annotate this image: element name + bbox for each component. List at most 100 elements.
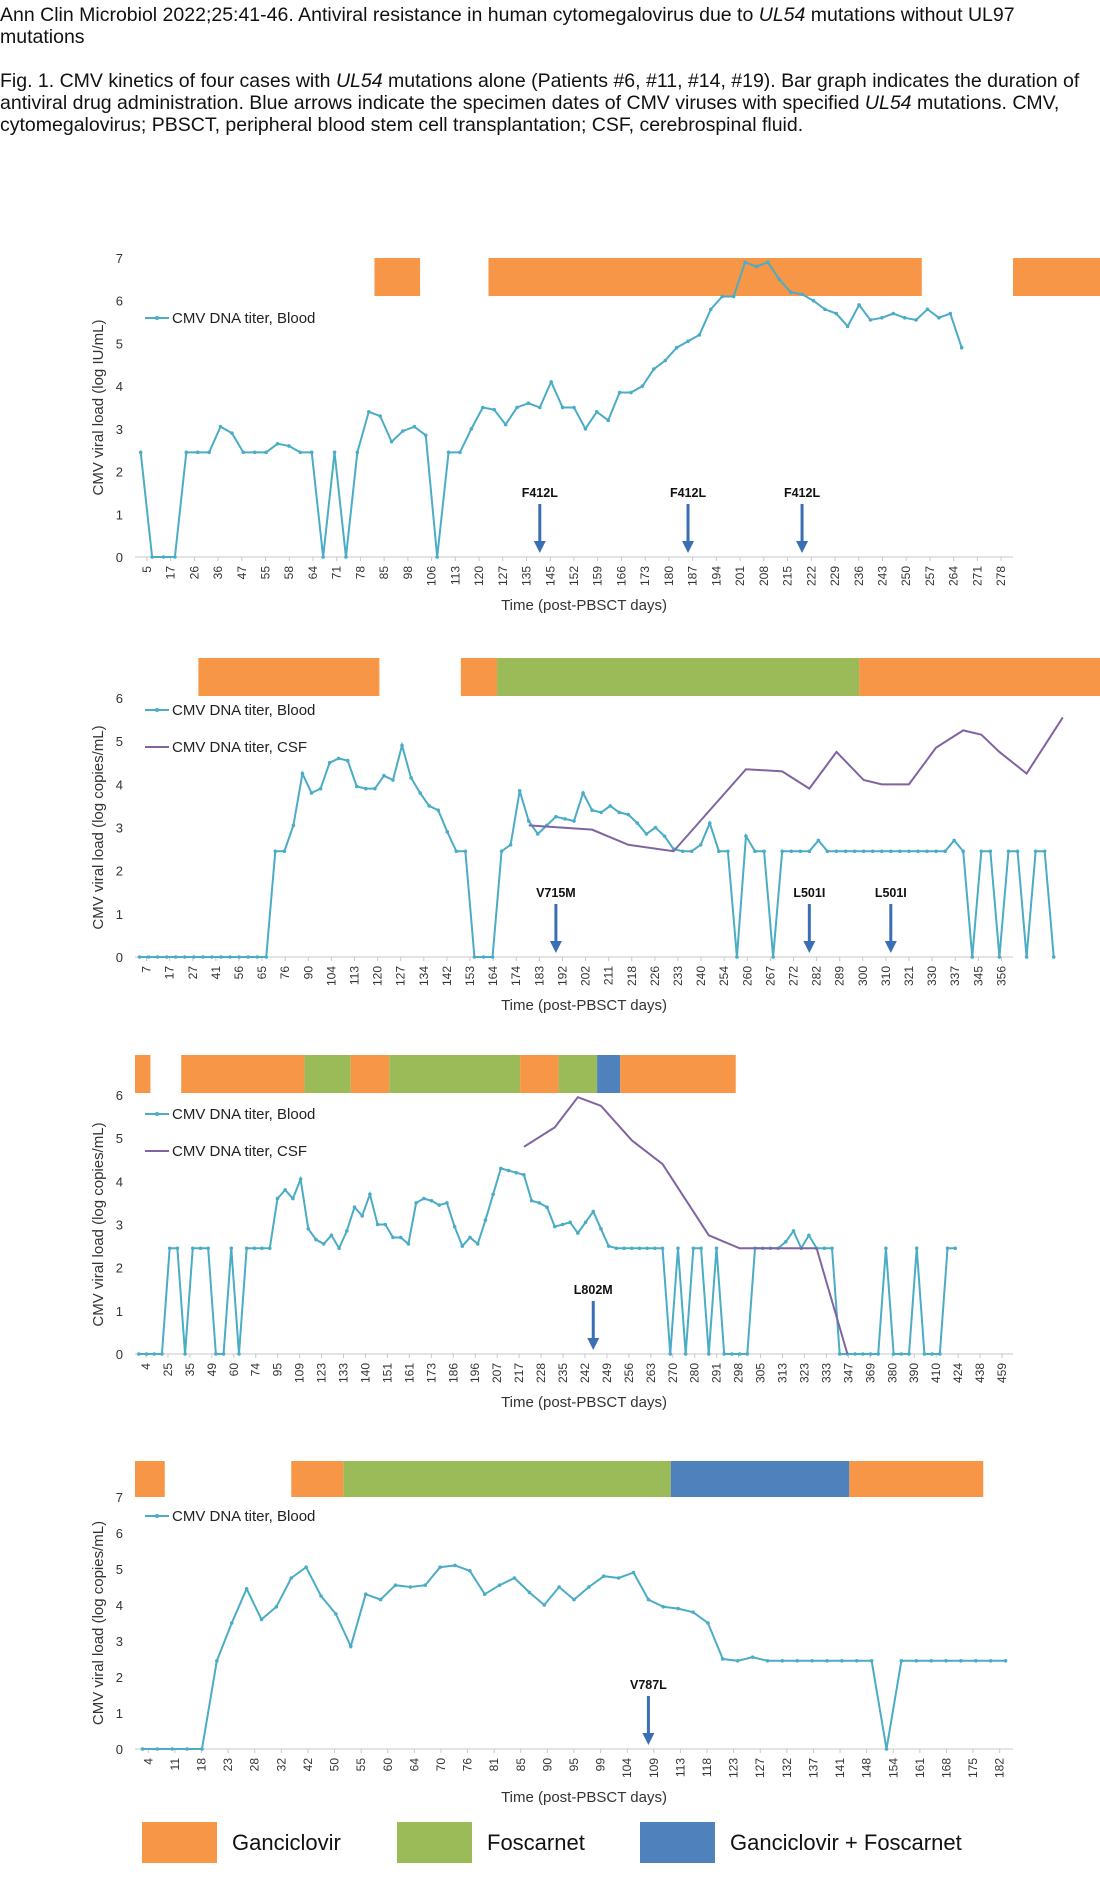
data-point [744, 834, 748, 838]
data-point [423, 1583, 427, 1587]
data-point [354, 784, 359, 789]
x-tick-label: 228 [534, 1363, 548, 1383]
data-point [298, 1177, 303, 1181]
data-point [480, 405, 485, 410]
x-tick-label: 159 [591, 566, 605, 586]
data-point [595, 409, 599, 414]
data-point [899, 1352, 904, 1356]
data-point [192, 955, 196, 959]
data-point [795, 1659, 800, 1663]
data-point [771, 955, 775, 959]
data-point [737, 1352, 742, 1356]
x-tick-label: 118 [700, 1758, 714, 1777]
data-point [517, 789, 522, 793]
data-point [454, 849, 459, 854]
data-point [709, 307, 713, 312]
legend-box-foscarnet [397, 1822, 472, 1863]
data-point [170, 1747, 175, 1751]
x-tick-label: 99 [594, 1758, 608, 1772]
y-axis-title: CMV viral load (log copies/mL) [90, 1521, 107, 1725]
data-point [663, 358, 668, 363]
x-tick-label: 113 [348, 966, 362, 985]
x-tick-label: 127 [496, 566, 510, 586]
data-point [144, 1352, 149, 1356]
mutation-arrow-head [587, 1338, 600, 1350]
data-point [916, 849, 920, 854]
data-point [961, 849, 966, 854]
x-tick-label: 17 [163, 966, 177, 980]
data-point [934, 849, 938, 854]
x-tick-label: 153 [463, 966, 477, 986]
x-tick-label: 148 [860, 1758, 874, 1778]
x-axis-title: Time (post-PBSCT days) [501, 997, 667, 1014]
data-point [244, 1587, 249, 1591]
data-point [735, 955, 739, 959]
data-point [973, 1659, 978, 1663]
x-tick-label: 459 [995, 1363, 1009, 1383]
x-tick-label: 235 [556, 1363, 570, 1383]
data-point [337, 1246, 341, 1251]
data-point [944, 1659, 948, 1663]
data-point [800, 292, 804, 297]
data-point [398, 1235, 403, 1240]
data-point [1024, 955, 1029, 959]
x-tick-label: 260 [740, 966, 754, 986]
data-point [167, 1246, 172, 1251]
series-line-blood [139, 260, 963, 558]
y-tick-label: 6 [116, 294, 123, 309]
x-tick-label: 291 [710, 1363, 724, 1383]
data-point [206, 1246, 210, 1251]
legend-box-combo [640, 1822, 715, 1863]
mutation-label: V715M [536, 886, 576, 900]
data-point [816, 838, 821, 843]
citation-segment: UL54 [758, 4, 806, 26]
data-point [606, 1244, 611, 1248]
data-point [914, 1659, 919, 1663]
data-point [492, 407, 496, 412]
data-point [535, 832, 540, 836]
x-tick-label: 98 [401, 566, 415, 580]
caption-segment: Fig. 1. CMV kinetics of four cases with [0, 70, 336, 92]
x-tick-label: 141 [833, 1758, 847, 1778]
data-point [922, 1352, 927, 1356]
data-point [348, 1644, 353, 1649]
x-tick-label: 120 [371, 966, 385, 986]
data-point [228, 955, 232, 959]
data-point [884, 1246, 888, 1251]
x-tick-label: 70 [434, 1758, 448, 1772]
x-tick-label: 71 [330, 566, 344, 580]
x-tick-label: 410 [929, 1363, 943, 1383]
data-point [1003, 1659, 1008, 1663]
data-point [137, 1352, 141, 1356]
y-axis-title: CMV viral load (log copies/mL) [90, 1122, 107, 1326]
data-point [304, 1565, 308, 1569]
x-axis-title: Time (post-PBSCT days) [501, 597, 667, 614]
data-point [314, 1237, 318, 1242]
x-tick-label: 218 [625, 966, 639, 986]
data-point [412, 424, 417, 429]
data-point [214, 1352, 218, 1356]
x-tick-label: 330 [925, 966, 939, 986]
legend-marker [155, 708, 159, 712]
x-tick-label: 236 [852, 566, 866, 586]
legend-label: CMV DNA titer, Blood [172, 1106, 315, 1123]
data-point [230, 431, 234, 435]
data-point [237, 955, 241, 959]
x-tick-label: 25 [161, 1363, 175, 1377]
mutation-arrow-head [533, 541, 546, 553]
data-point [583, 1220, 588, 1225]
x-tick-label: 123 [315, 1363, 329, 1383]
data-point [617, 810, 622, 815]
data-point [629, 1246, 634, 1251]
data-point [898, 849, 902, 854]
data-point [822, 1246, 827, 1251]
data-point [321, 555, 325, 559]
x-tick-label: 11 [168, 1758, 182, 1771]
data-point [762, 849, 766, 854]
drug-bar-foscarnet [304, 1055, 351, 1093]
data-point [260, 1246, 264, 1251]
x-tick-label: 207 [490, 1363, 504, 1383]
data-point [914, 318, 918, 322]
